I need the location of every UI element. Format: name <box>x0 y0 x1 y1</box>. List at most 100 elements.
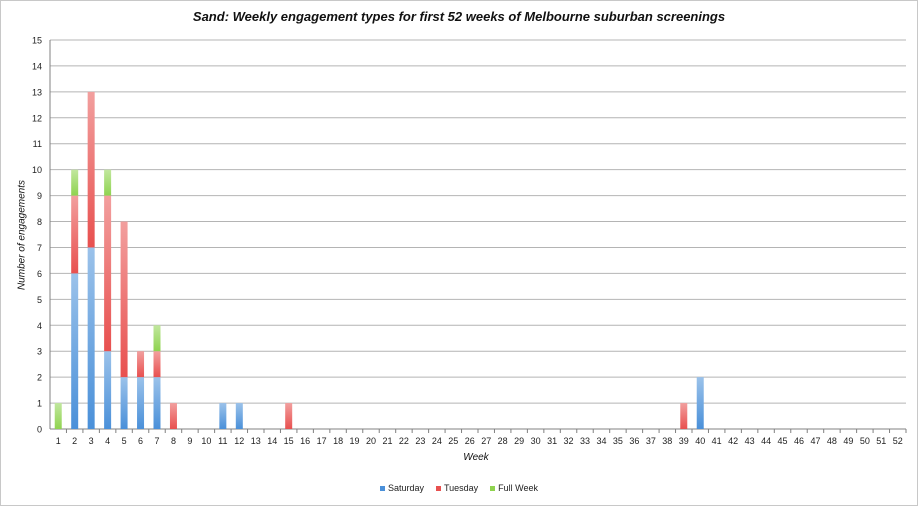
y-tick-label: 6 <box>37 269 42 279</box>
x-tick-label: 20 <box>366 436 376 446</box>
bar-tuesday-week-7 <box>153 351 161 378</box>
x-tick-label: 46 <box>794 436 804 446</box>
y-tick-label: 8 <box>37 217 42 227</box>
x-tick-label: 42 <box>728 436 738 446</box>
legend-item-tuesday: Tuesday <box>435 483 479 493</box>
bar-saturday-week-7 <box>153 377 161 429</box>
bar-full-week-week-1 <box>54 403 62 429</box>
y-tick-label: 3 <box>37 347 42 357</box>
bar-saturday-week-11 <box>219 403 227 429</box>
bar-full-week-week-2 <box>71 169 79 196</box>
x-tick-label: 15 <box>284 436 294 446</box>
x-tick-label: 11 <box>218 436 227 446</box>
y-tick-label: 14 <box>32 61 42 71</box>
x-tick-label: 27 <box>481 436 491 446</box>
bar-full-week-week-7 <box>153 325 161 352</box>
x-tick-label: 14 <box>267 436 277 446</box>
bar-tuesday-week-8 <box>169 403 177 429</box>
bar-tuesday-week-2 <box>71 195 79 274</box>
x-tick-label: 5 <box>122 436 127 446</box>
y-tick-label: 2 <box>37 373 42 383</box>
y-tick-label: 5 <box>37 295 42 305</box>
bar-tuesday-week-6 <box>137 351 145 378</box>
y-tick-label: 9 <box>37 191 42 201</box>
x-tick-label: 6 <box>138 436 143 446</box>
x-axis-label: Week <box>463 452 489 463</box>
legend-label: Full Week <box>498 483 539 493</box>
x-tick-label: 52 <box>893 436 903 446</box>
x-tick-label: 19 <box>350 436 360 446</box>
x-tick-label: 13 <box>251 436 261 446</box>
legend-swatch <box>435 486 441 492</box>
x-tick-label: 28 <box>498 436 508 446</box>
bar-full-week-week-4 <box>104 169 112 196</box>
legend: Saturday Tuesday Full Week <box>0 483 918 493</box>
x-tick-label: 12 <box>234 436 244 446</box>
x-tick-label: 30 <box>531 436 541 446</box>
bar-saturday-week-12 <box>235 403 243 429</box>
x-tick-label: 18 <box>333 436 343 446</box>
x-tick-label: 39 <box>679 436 689 446</box>
x-tick-label: 33 <box>580 436 590 446</box>
bar-saturday-week-5 <box>120 377 128 429</box>
bar-tuesday-week-5 <box>120 221 128 378</box>
x-tick-label: 43 <box>745 436 755 446</box>
x-tick-label: 45 <box>778 436 788 446</box>
x-tick-label: 41 <box>712 436 722 446</box>
x-tick-label: 37 <box>646 436 656 446</box>
bar-saturday-week-40 <box>696 377 704 429</box>
bar-tuesday-week-4 <box>104 195 112 352</box>
chart-title: Sand: Weekly engagement types for first … <box>192 9 726 24</box>
y-tick-label: 13 <box>32 87 42 97</box>
x-tick-label: 48 <box>827 436 837 446</box>
x-tick-label: 8 <box>171 436 176 446</box>
x-tick-label: 22 <box>399 436 409 446</box>
x-tick-label: 21 <box>382 436 392 446</box>
legend-item-saturday: Saturday <box>379 483 424 493</box>
x-tick-label: 49 <box>843 436 853 446</box>
legend-label: Tuesday <box>443 483 479 493</box>
x-tick-label: 7 <box>154 436 159 446</box>
x-tick-label: 51 <box>876 436 886 446</box>
x-tick-label: 3 <box>89 436 94 446</box>
y-tick-label: 12 <box>32 113 42 123</box>
x-tick-label: 40 <box>695 436 705 446</box>
y-tick-label: 11 <box>33 139 42 149</box>
bar-tuesday-week-39 <box>680 403 688 429</box>
legend-swatch <box>379 486 385 492</box>
y-tick-label: 7 <box>37 243 42 253</box>
y-tick-label: 0 <box>37 425 42 435</box>
bar-saturday-week-4 <box>104 351 112 429</box>
y-tick-label: 15 <box>32 36 42 46</box>
bar-tuesday-week-3 <box>87 91 95 248</box>
x-tick-label: 34 <box>596 436 606 446</box>
x-tick-label: 26 <box>465 436 475 446</box>
y-tick-label: 1 <box>37 399 42 409</box>
x-tick-label: 47 <box>810 436 820 446</box>
y-tick-label: 10 <box>32 165 42 175</box>
x-tick-label: 29 <box>514 436 524 446</box>
bar-saturday-week-3 <box>87 247 95 429</box>
x-tick-label: 38 <box>662 436 672 446</box>
y-tick-label: 4 <box>37 321 42 331</box>
x-tick-label: 9 <box>187 436 192 446</box>
x-tick-label: 1 <box>56 436 61 446</box>
x-tick-label: 50 <box>860 436 870 446</box>
x-tick-label: 16 <box>300 436 310 446</box>
x-tick-label: 10 <box>201 436 211 446</box>
bar-saturday-week-2 <box>71 273 79 429</box>
x-tick-label: 35 <box>613 436 623 446</box>
x-tick-label: 44 <box>761 436 771 446</box>
x-tick-label: 24 <box>432 436 442 446</box>
bar-tuesday-week-15 <box>285 403 293 429</box>
legend-label: Saturday <box>387 483 424 493</box>
bar-saturday-week-6 <box>137 377 145 429</box>
x-tick-label: 4 <box>105 436 110 446</box>
x-tick-label: 23 <box>415 436 425 446</box>
x-tick-label: 2 <box>72 436 77 446</box>
x-tick-label: 17 <box>317 436 327 446</box>
x-tick-label: 31 <box>547 436 557 446</box>
legend-item-full-week: Full Week <box>490 483 538 493</box>
